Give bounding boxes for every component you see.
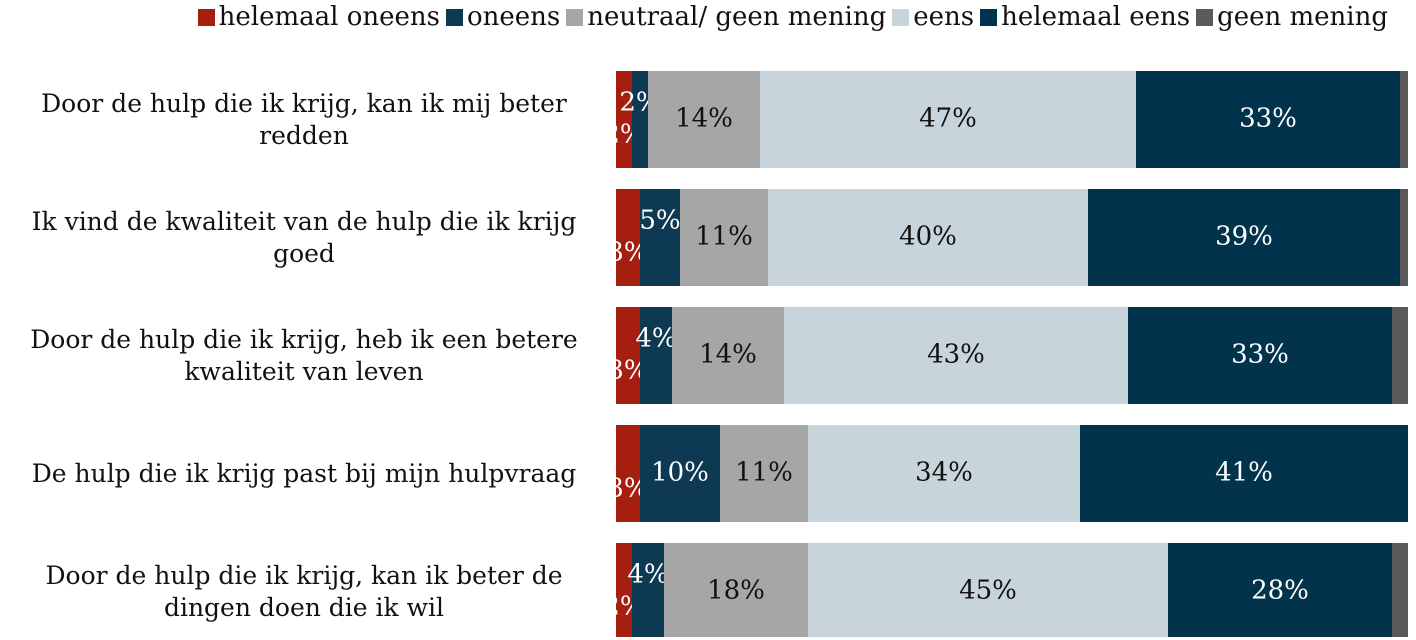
bar-segment (1168, 543, 1392, 637)
bar-segment (616, 307, 640, 404)
bar-segment (1400, 189, 1408, 286)
legend-label: geen mening (1217, 2, 1388, 32)
category-label: Door de hulp die ik krijg, kan ik beter … (45, 561, 563, 622)
legend-item: helemaal eens (980, 2, 1190, 32)
bar-segment (1392, 543, 1408, 637)
bar-segment (784, 307, 1128, 404)
legend-label: neutraal/ geen mening (587, 2, 887, 32)
bar-segment (616, 71, 632, 168)
bar-segment (1088, 189, 1400, 286)
legend-label: helemaal oneens (218, 2, 440, 32)
bar-segment (1136, 71, 1400, 168)
legend-label: eens (913, 2, 975, 32)
data-label: 10% (651, 458, 709, 488)
data-label: 47% (919, 104, 977, 134)
legend-label: helemaal eens (1001, 2, 1191, 32)
legend-swatch (197, 8, 215, 26)
bar-segment (1080, 425, 1408, 522)
data-label: 18% (707, 576, 765, 606)
bar-segment (632, 71, 648, 168)
bar-segment (640, 425, 720, 522)
data-label: 45% (959, 576, 1017, 606)
data-label: 28% (1251, 576, 1309, 606)
data-label: 11% (695, 222, 753, 252)
bar-segment (640, 307, 672, 404)
bar-segment (672, 307, 784, 404)
bar-segment (616, 189, 640, 286)
bar-segment (640, 189, 680, 286)
category-label: Door de hulp die ik krijg, kan ik mij be… (41, 89, 567, 150)
data-label: 39% (1215, 222, 1273, 252)
bar-segment (616, 425, 640, 522)
data-label: 4% (627, 560, 668, 590)
legend-item: neutraal/ geen mening (566, 2, 886, 32)
bar-segment (720, 425, 808, 522)
bar-segment (808, 425, 1080, 522)
legend-label: oneens (466, 2, 561, 32)
data-label: 33% (1239, 104, 1297, 134)
legend-swatch (980, 8, 998, 26)
bar-segment (616, 543, 632, 637)
bar-segment (1400, 71, 1408, 168)
data-label: 4% (635, 324, 676, 354)
bar-segment (808, 543, 1168, 637)
category-label: Ik vind de kwaliteit van de hulp die ik … (31, 207, 577, 268)
category-label: Door de hulp die ik krijg, heb ik een be… (30, 325, 578, 386)
bar-segment (768, 189, 1088, 286)
data-label: 14% (675, 104, 733, 134)
data-label: 34% (915, 458, 973, 488)
legend-item: helemaal oneens (197, 2, 440, 32)
data-label: 40% (899, 222, 957, 252)
legend-swatch (566, 8, 584, 26)
bar-segment (680, 189, 768, 286)
legend-item: geen mening (1196, 2, 1388, 32)
bar-segment (1392, 307, 1408, 404)
bar-segment (632, 543, 664, 637)
legend-swatch (892, 8, 910, 26)
data-label: 41% (1215, 458, 1273, 488)
legend-swatch (1196, 8, 1214, 26)
data-label: 5% (639, 206, 680, 236)
legend: helemaal oneens oneens neutraal/ geen meni… (0, 2, 1416, 32)
legend-item: oneens (445, 2, 561, 32)
legend-item: eens (892, 2, 974, 32)
bar-segment (648, 71, 760, 168)
bar-segment (664, 543, 808, 637)
bar-segment (1128, 307, 1392, 404)
data-label: 11% (735, 458, 793, 488)
data-label: 14% (699, 340, 757, 370)
data-label: 43% (927, 340, 985, 370)
bar-segment (760, 71, 1136, 168)
legend-swatch (445, 8, 463, 26)
data-label: 33% (1231, 340, 1289, 370)
category-label: De hulp die ik krijg past bij mijn hulpv… (31, 458, 577, 488)
